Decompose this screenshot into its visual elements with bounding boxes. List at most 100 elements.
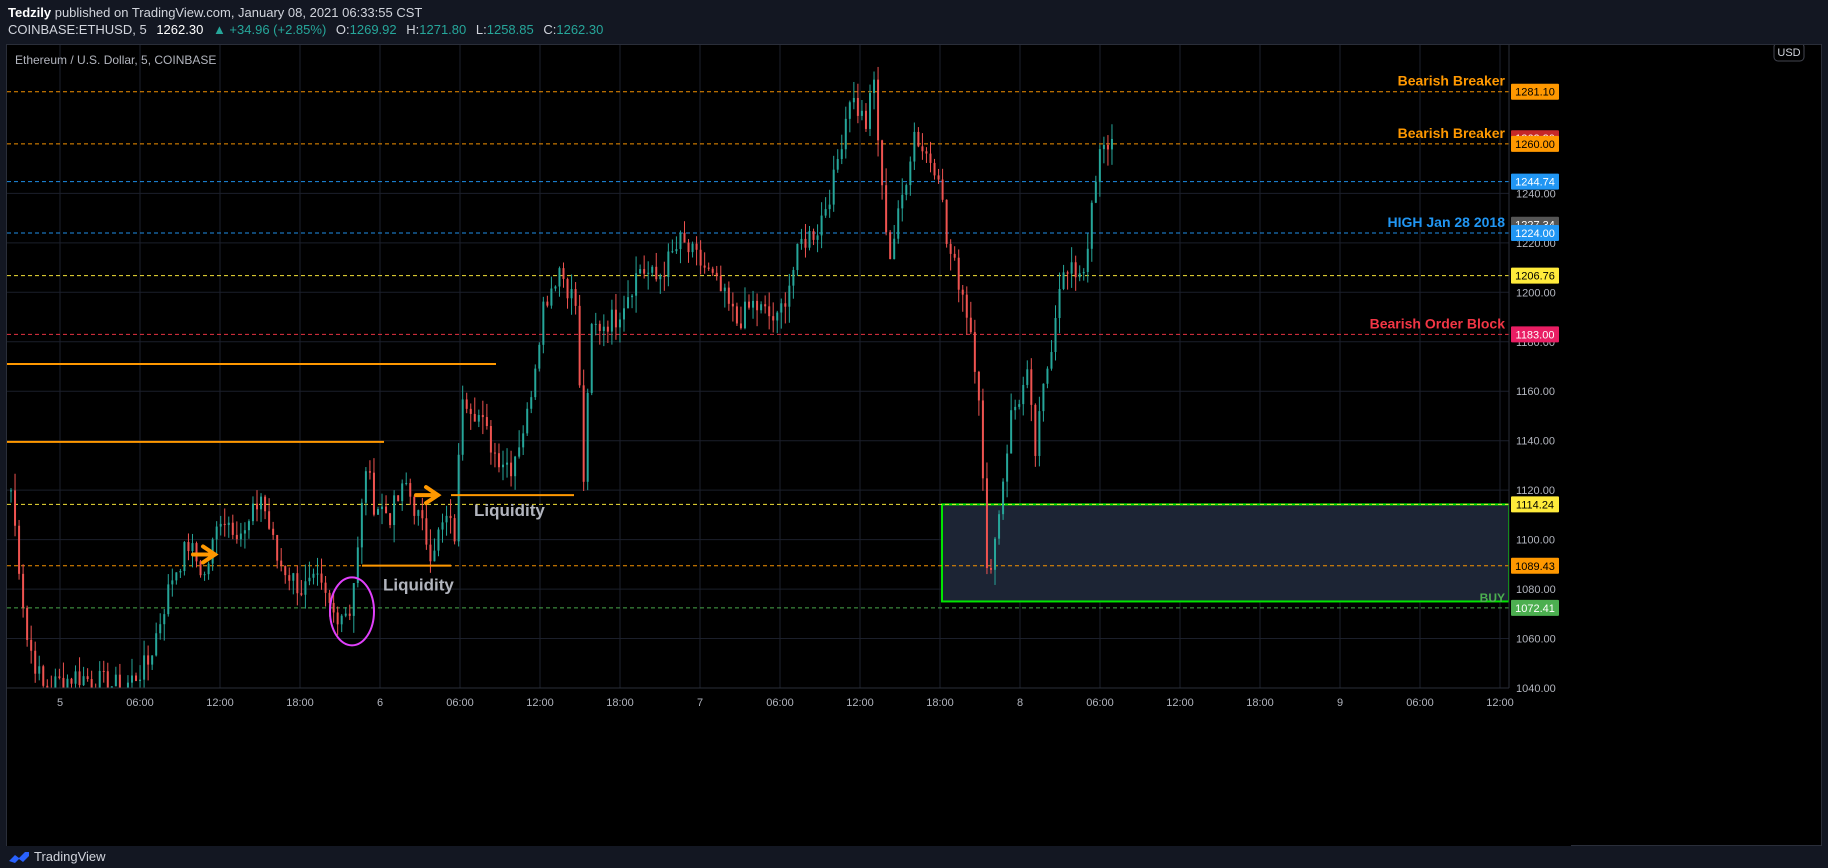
candle-body [917, 131, 920, 147]
candle-body [881, 140, 884, 186]
price-badge [1511, 557, 1559, 574]
candle-body [78, 671, 81, 686]
candle-body [739, 323, 742, 329]
candle-body [336, 612, 339, 625]
candle-body [469, 408, 472, 414]
drawings-layer: Liquidity Liquidity [7, 363, 574, 647]
candle-body [941, 179, 944, 200]
candle-body [485, 417, 488, 427]
candle-body [66, 678, 69, 691]
price-tick-label: 1240.00 [1516, 188, 1556, 200]
candle-body [34, 650, 37, 674]
candle-body [788, 285, 791, 307]
candle-body [409, 483, 412, 497]
candle-body [542, 301, 545, 345]
candle-body [151, 655, 154, 665]
time-tick-label: 12:00 [526, 697, 554, 709]
candle-body [816, 235, 819, 240]
candle-body [683, 232, 686, 243]
chart-pane[interactable]: Bearish Breaker Bearish Breaker HIGH Jan 2… [6, 44, 1823, 847]
candle-body [1082, 272, 1085, 274]
close-label: C: [543, 22, 557, 37]
candle-body [856, 97, 859, 116]
candle-body [1106, 144, 1109, 150]
candle-body [953, 253, 956, 258]
author-name[interactable]: Tedzily [8, 5, 52, 20]
candle-body [58, 676, 61, 678]
close-value: 1262.30 [556, 22, 604, 37]
candle-body [159, 624, 162, 634]
candle-body [514, 456, 517, 477]
levels-layer: Bearish Breaker Bearish Breaker HIGH Jan 2… [7, 73, 1509, 609]
publish-bar: Tedzily published on TradingView.com, Ja… [0, 0, 1828, 44]
candle-body [453, 518, 456, 542]
chart-svg[interactable]: Bearish Breaker Bearish Breaker HIGH Jan 2… [7, 45, 1823, 847]
candle-body [840, 149, 843, 160]
candle-body [312, 573, 315, 578]
candle-body [570, 289, 573, 299]
price-badge-label: 1260.00 [1515, 139, 1555, 151]
candle-body [538, 344, 541, 369]
candle-body [627, 297, 630, 309]
candle-body [413, 496, 416, 516]
symbol-label: COINBASE:ETHUSD, 5 [8, 22, 147, 37]
candle-body [885, 185, 888, 233]
candle-body [14, 490, 17, 526]
candle-body [389, 513, 392, 526]
candle-body [832, 169, 835, 205]
candle-body [264, 496, 267, 512]
candle-body [675, 249, 678, 252]
candle-body [461, 399, 464, 455]
candle-body [554, 286, 557, 289]
candle-body [687, 242, 690, 253]
time-tick-label: 06:00 [126, 697, 154, 709]
price-badge-label: 1183.00 [1516, 329, 1555, 341]
currency-button[interactable]: USD [1773, 45, 1805, 62]
candle-body [566, 278, 569, 299]
orange-arrow-icon [191, 544, 219, 565]
candle-body [949, 243, 952, 254]
candle-body [155, 633, 158, 656]
candle-body [598, 323, 601, 332]
low-value: 1258.85 [486, 22, 534, 37]
candle-body [994, 538, 997, 570]
candle-body [905, 185, 908, 195]
time-tick-label: 18:00 [286, 697, 314, 709]
candle-body [909, 161, 912, 186]
candle-body [852, 97, 855, 103]
candle-body [397, 495, 400, 502]
candle-body [796, 243, 799, 271]
candle-body [316, 573, 319, 575]
candle-body [1006, 453, 1009, 482]
time-tick-label: 06:00 [1086, 697, 1114, 709]
candle-body [199, 561, 202, 576]
low-label: L: [475, 22, 487, 37]
candle-body [1098, 149, 1101, 182]
candle-body [372, 472, 375, 515]
candle-body [848, 102, 851, 119]
candle-body [381, 506, 384, 510]
time-tick-label: 06:00 [446, 697, 474, 709]
candle-body [812, 231, 815, 240]
candle-body [1022, 384, 1025, 405]
price-tick-label: 1160.00 [1516, 386, 1555, 398]
candle-body [614, 309, 617, 328]
price-tick-label: 1200.00 [1516, 287, 1556, 299]
candle-body [937, 175, 940, 180]
candle-body [231, 522, 234, 535]
candle-body [401, 483, 404, 502]
orange-arrow-icon [414, 485, 442, 506]
candle-body [433, 550, 436, 562]
tradingview-logo-icon[interactable] [8, 850, 30, 864]
open-label: O: [335, 22, 350, 37]
candle-body [227, 522, 230, 526]
price-badge [1511, 135, 1559, 152]
footer-brand[interactable]: TradingView [34, 849, 106, 864]
time-axis[interactable] [7, 688, 1509, 847]
candle-body [913, 131, 916, 162]
price-badge [1511, 496, 1559, 513]
axis-layer[interactable]: 1040.00 1060.00 1080.00 1100.00 1120.00 1140.… [7, 45, 1571, 847]
liquidity-label: Liquidity [383, 575, 454, 594]
candle-body [655, 266, 658, 280]
candle-body [352, 583, 355, 616]
